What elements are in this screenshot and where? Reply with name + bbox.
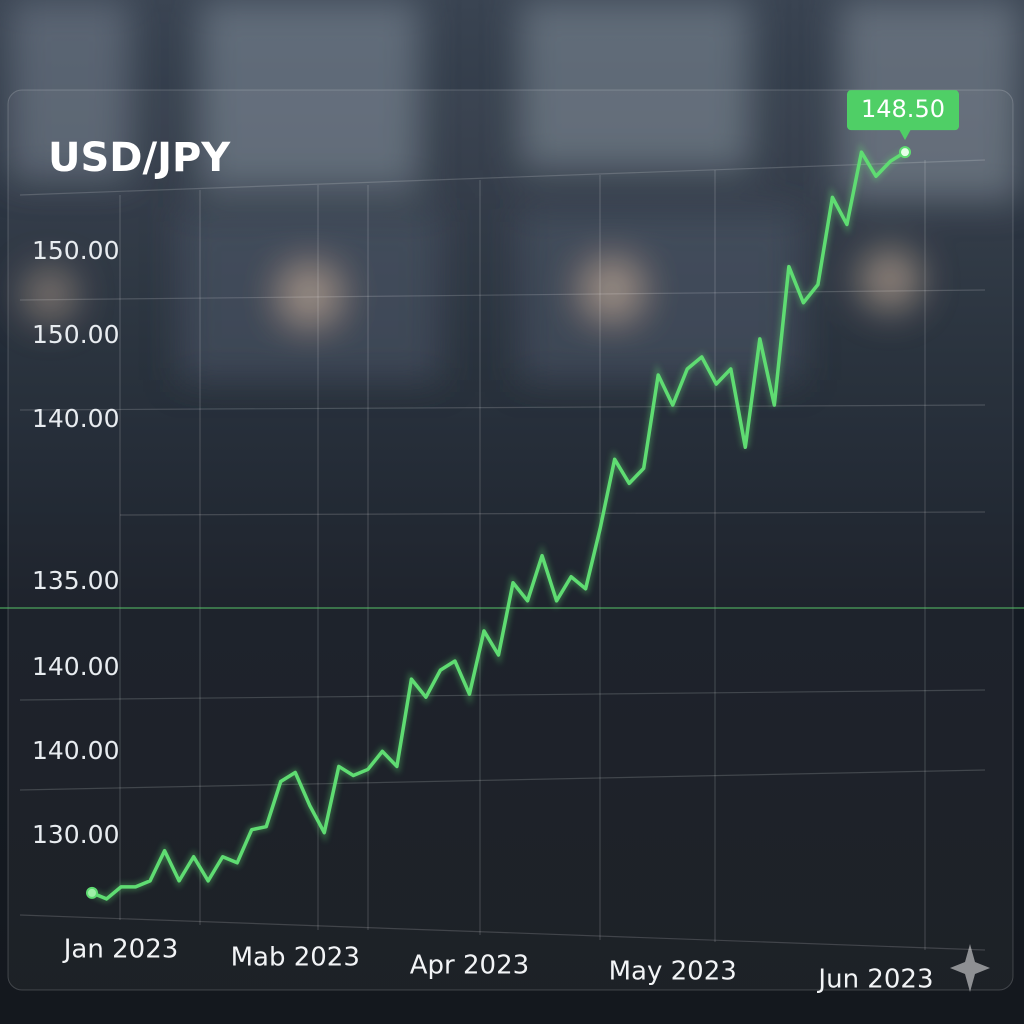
x-tick-label: May 2023 [609, 957, 737, 987]
y-axis-label: 130.00 [32, 820, 119, 849]
x-tick-label: Mab 2023 [231, 943, 360, 973]
end-point [899, 146, 911, 159]
y-axis-label: 140.00 [32, 736, 119, 765]
y-axis-label: 140.00 [32, 404, 119, 433]
sparkle-icon [950, 944, 990, 992]
chart-title: USD/JPY [48, 135, 231, 181]
y-axis-label: 135.00 [32, 566, 119, 595]
value-label: 148.50 [861, 95, 945, 123]
panel [7, 89, 1014, 991]
x-tick-label: Jun 2023 [816, 965, 933, 995]
line [91, 150, 906, 901]
y-axis-label: 150.00 [32, 236, 119, 265]
x-tick-label: Jan 2023 [62, 935, 179, 965]
value-label-box [847, 90, 959, 131]
y-axis-label: 140.00 [32, 652, 119, 681]
value-label-pointer [899, 129, 911, 141]
y-axis-label: 150.00 [32, 320, 119, 349]
grid [0, 159, 1024, 951]
start-point [86, 886, 98, 899]
x-tick-label: Apr 2023 [410, 951, 529, 981]
